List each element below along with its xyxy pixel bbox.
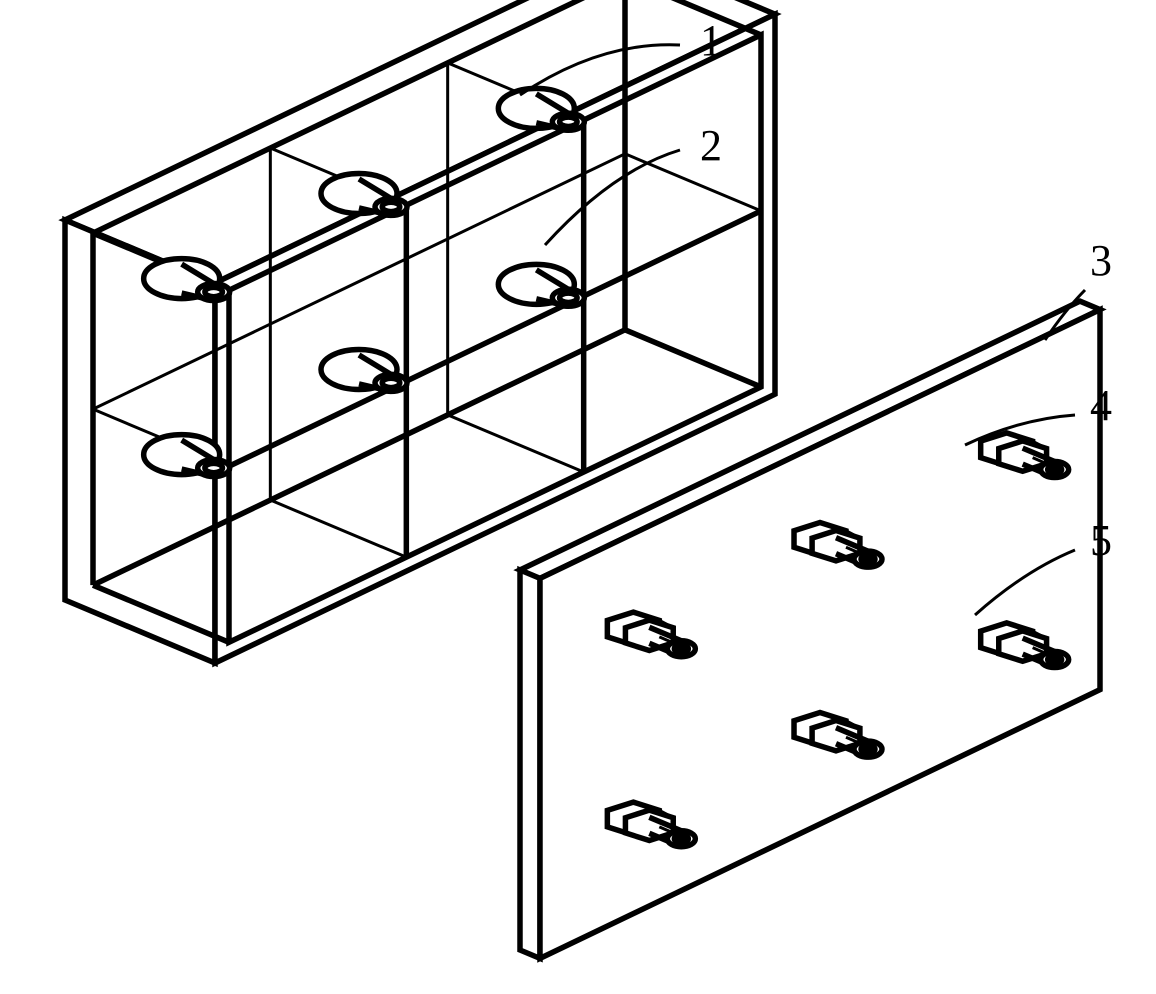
- label-l1: 1: [700, 16, 722, 65]
- label-l4: 4: [1090, 381, 1112, 430]
- label-l2: 2: [700, 121, 722, 170]
- label-l3: 3: [1090, 236, 1112, 285]
- label-l5: 5: [1090, 516, 1112, 565]
